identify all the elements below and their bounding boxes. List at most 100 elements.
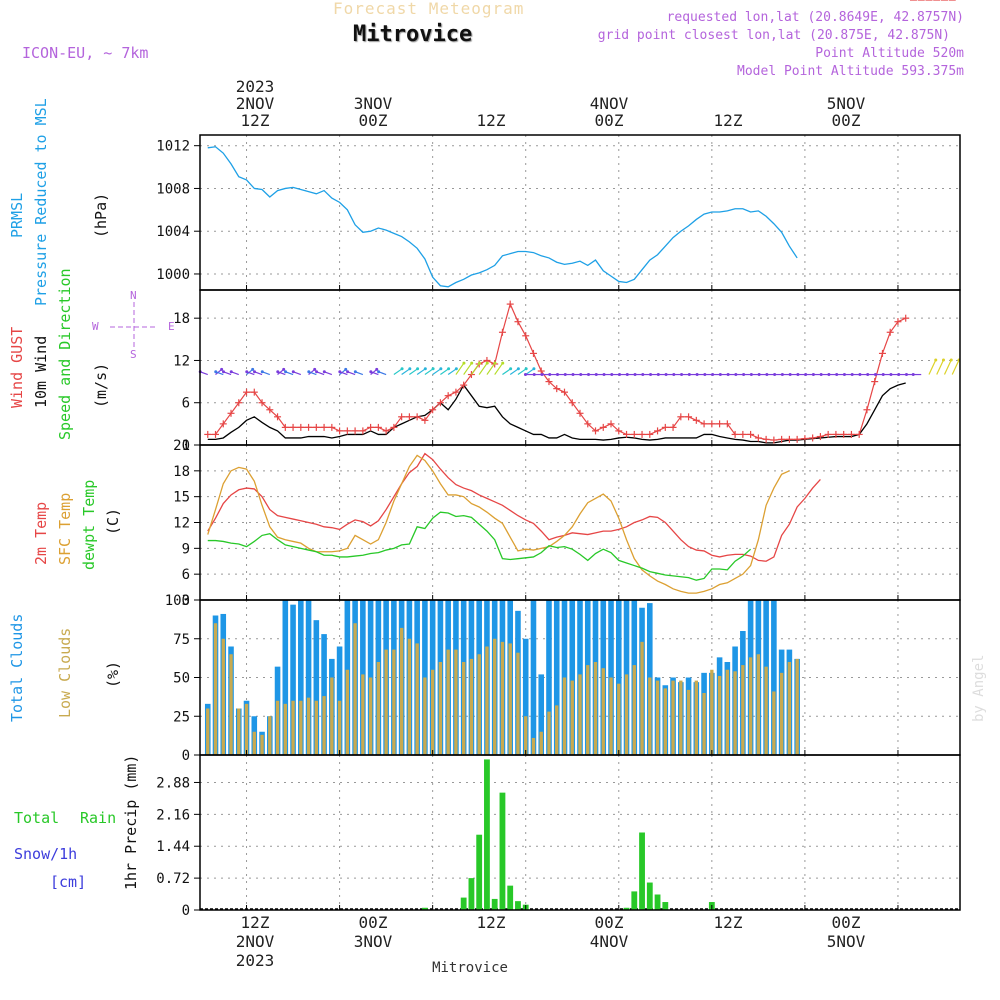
low-cloud-bar (252, 731, 256, 755)
clouds-panel: 0 25 50 75 100 (165, 593, 960, 764)
low-cloud-bar (423, 677, 427, 755)
pressure-panel-labels: PRMSL Pressure Reduced to MSL (hPa) (8, 98, 110, 306)
wind-direction-arrowhead (672, 373, 676, 377)
low-cloud-bar (477, 654, 481, 755)
y-tick-label: 1004 (156, 224, 190, 240)
wind-direction-arrowhead (773, 373, 777, 377)
temperature-panel: 3 6 9 12 15 18 21 (173, 438, 960, 609)
wind-direction-arrowhead (377, 370, 381, 374)
wind-direction-arrowhead (726, 373, 730, 377)
low-cloud-bar (306, 697, 311, 755)
low-cloud-bar (655, 680, 660, 755)
wind-direction-arrowhead (571, 373, 575, 377)
low-cloud-bar (717, 675, 722, 755)
wind-direction-arrowhead (881, 373, 885, 377)
model-altitude: Model Point Altitude 593.375m (737, 64, 964, 79)
low-cloud-bar (632, 665, 636, 755)
temp-unit: (C) (104, 508, 122, 535)
low-cloud-bar (454, 649, 458, 755)
dewpt-label: dewpt Temp (80, 480, 98, 570)
wind-direction-arrowhead (307, 370, 311, 374)
total-cloud-bar (538, 674, 545, 755)
wind-direction-arrowhead (540, 373, 544, 377)
low-cloud-bar (330, 677, 334, 755)
precip-unit: 1hr Precip (mm) (122, 755, 140, 890)
y-tick-label: 100 (165, 593, 190, 609)
compass-e: E (168, 320, 175, 333)
precipitation-panel: 0 0.72 1.44 2.16 2.88 (156, 755, 960, 919)
low-cloud-bar (345, 669, 350, 755)
precipitation-frame (199, 754, 961, 911)
low-clouds-label: Low Clouds (56, 628, 74, 718)
rain-bar (421, 907, 428, 910)
low-cloud-bar (686, 689, 691, 755)
wind-direction-arrowhead (664, 373, 668, 377)
low-cloud-bar (586, 665, 590, 755)
wind-direction-arrowhead (470, 361, 474, 365)
wind-direction-arrowhead (313, 367, 317, 371)
cloud-panel-labels: Total Clouds Low Clouds (%) (8, 614, 122, 722)
wind-unit: (m/s) (92, 363, 110, 408)
top-hour-label: 12Z (714, 111, 743, 130)
rain-bar (468, 878, 475, 910)
wind-direction-arrow (440, 368, 449, 376)
wind-direction-arrowhead (656, 373, 660, 377)
low-cloud-bar (694, 680, 699, 755)
low-cloud-bar (438, 662, 443, 755)
y-tick-label: 18 (173, 464, 190, 480)
bottom-hour-label: 00Z (595, 913, 624, 932)
wind-direction-arrowhead (532, 373, 536, 377)
top-time-axis: 2023 2NOV 12Z 3NOV 00Z 12Z 4NOV 00Z 12Z … (236, 77, 866, 130)
wind-direction-arrowhead (858, 373, 862, 377)
wind-direction-arrowhead (587, 373, 591, 377)
total-cloud-bar (530, 600, 537, 755)
low-cloud-bar (368, 677, 373, 755)
top-hour-label: 00Z (595, 111, 624, 130)
pressure-label-2: Pressure Reduced to MSL (32, 98, 50, 306)
wind-direction-arrowhead (344, 367, 348, 371)
sfc-temp-line (207, 454, 790, 594)
y-tick-label: 0 (182, 903, 190, 919)
wind-direction-arrowhead (594, 373, 598, 377)
wind-direction-arrowhead (934, 358, 938, 362)
low-cloud-bar (733, 671, 737, 755)
top-year-label: 2023 (236, 77, 275, 96)
wind-direction-arrowhead (949, 358, 953, 362)
wind-direction-arrowhead (610, 373, 614, 377)
wind-direction-arrow (416, 368, 426, 376)
low-cloud-bar (213, 623, 218, 755)
wind-direction-arrowhead (253, 370, 257, 374)
wind-direction-arrow (936, 359, 945, 375)
wind-direction-arrowhead (889, 373, 893, 377)
wind-direction-arrowhead (835, 373, 839, 377)
wind-direction-arrow (455, 362, 465, 375)
wind-direction-arrowhead (742, 373, 746, 377)
total-cloud-bar (771, 600, 777, 755)
low-cloud-bar (772, 691, 776, 755)
pressure-line (207, 146, 798, 288)
rain-panel-labels: Total Rain Snow/1h [cm] 1hr Precip (mm) (14, 755, 140, 891)
y-tick-label: 0 (182, 438, 190, 454)
wind-direction-arrowhead (222, 370, 226, 374)
chart-panels: 1000100410081012061218369121518210255075… (156, 0, 961, 919)
wind-direction-arrowhead (625, 373, 629, 377)
temp-panel-labels: 2m Temp SFC Temp dewpt Temp (C) (32, 480, 122, 570)
wind-direction-arrow (951, 359, 960, 375)
low-cloud-bar (376, 662, 381, 755)
compass-n: N (130, 289, 137, 302)
wind-direction-arrowhead (532, 367, 536, 371)
wind-direction-arrowhead (229, 370, 233, 374)
wind-direction-arrowhead (454, 367, 458, 371)
credit-watermark: by Angel (971, 655, 987, 722)
low-cloud-bar (415, 643, 419, 755)
wind-direction-arrowhead (873, 373, 877, 377)
top-day-label: 2NOV (236, 94, 275, 113)
bottom-hour-label: 12Z (477, 913, 506, 932)
low-cloud-bar (624, 674, 629, 755)
low-cloud-bar (748, 657, 753, 755)
model-label: ICON-EU, ~ 7km (22, 44, 149, 62)
wind-direction-arrowhead (369, 370, 373, 374)
low-cloud-bar (640, 641, 644, 755)
wind-direction-arrowhead (911, 373, 915, 377)
low-cloud-bar (237, 708, 241, 755)
